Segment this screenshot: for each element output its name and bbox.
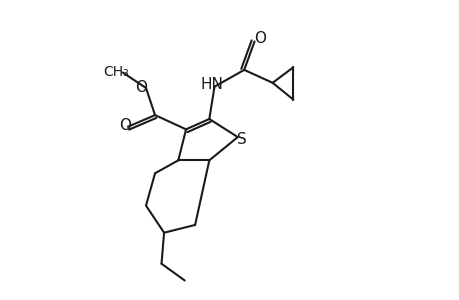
- Text: S: S: [236, 132, 246, 147]
- Text: CH₃: CH₃: [103, 65, 129, 80]
- Text: HN: HN: [200, 76, 223, 92]
- Text: O: O: [134, 80, 146, 95]
- Text: O: O: [119, 118, 131, 133]
- Text: O: O: [253, 32, 265, 46]
